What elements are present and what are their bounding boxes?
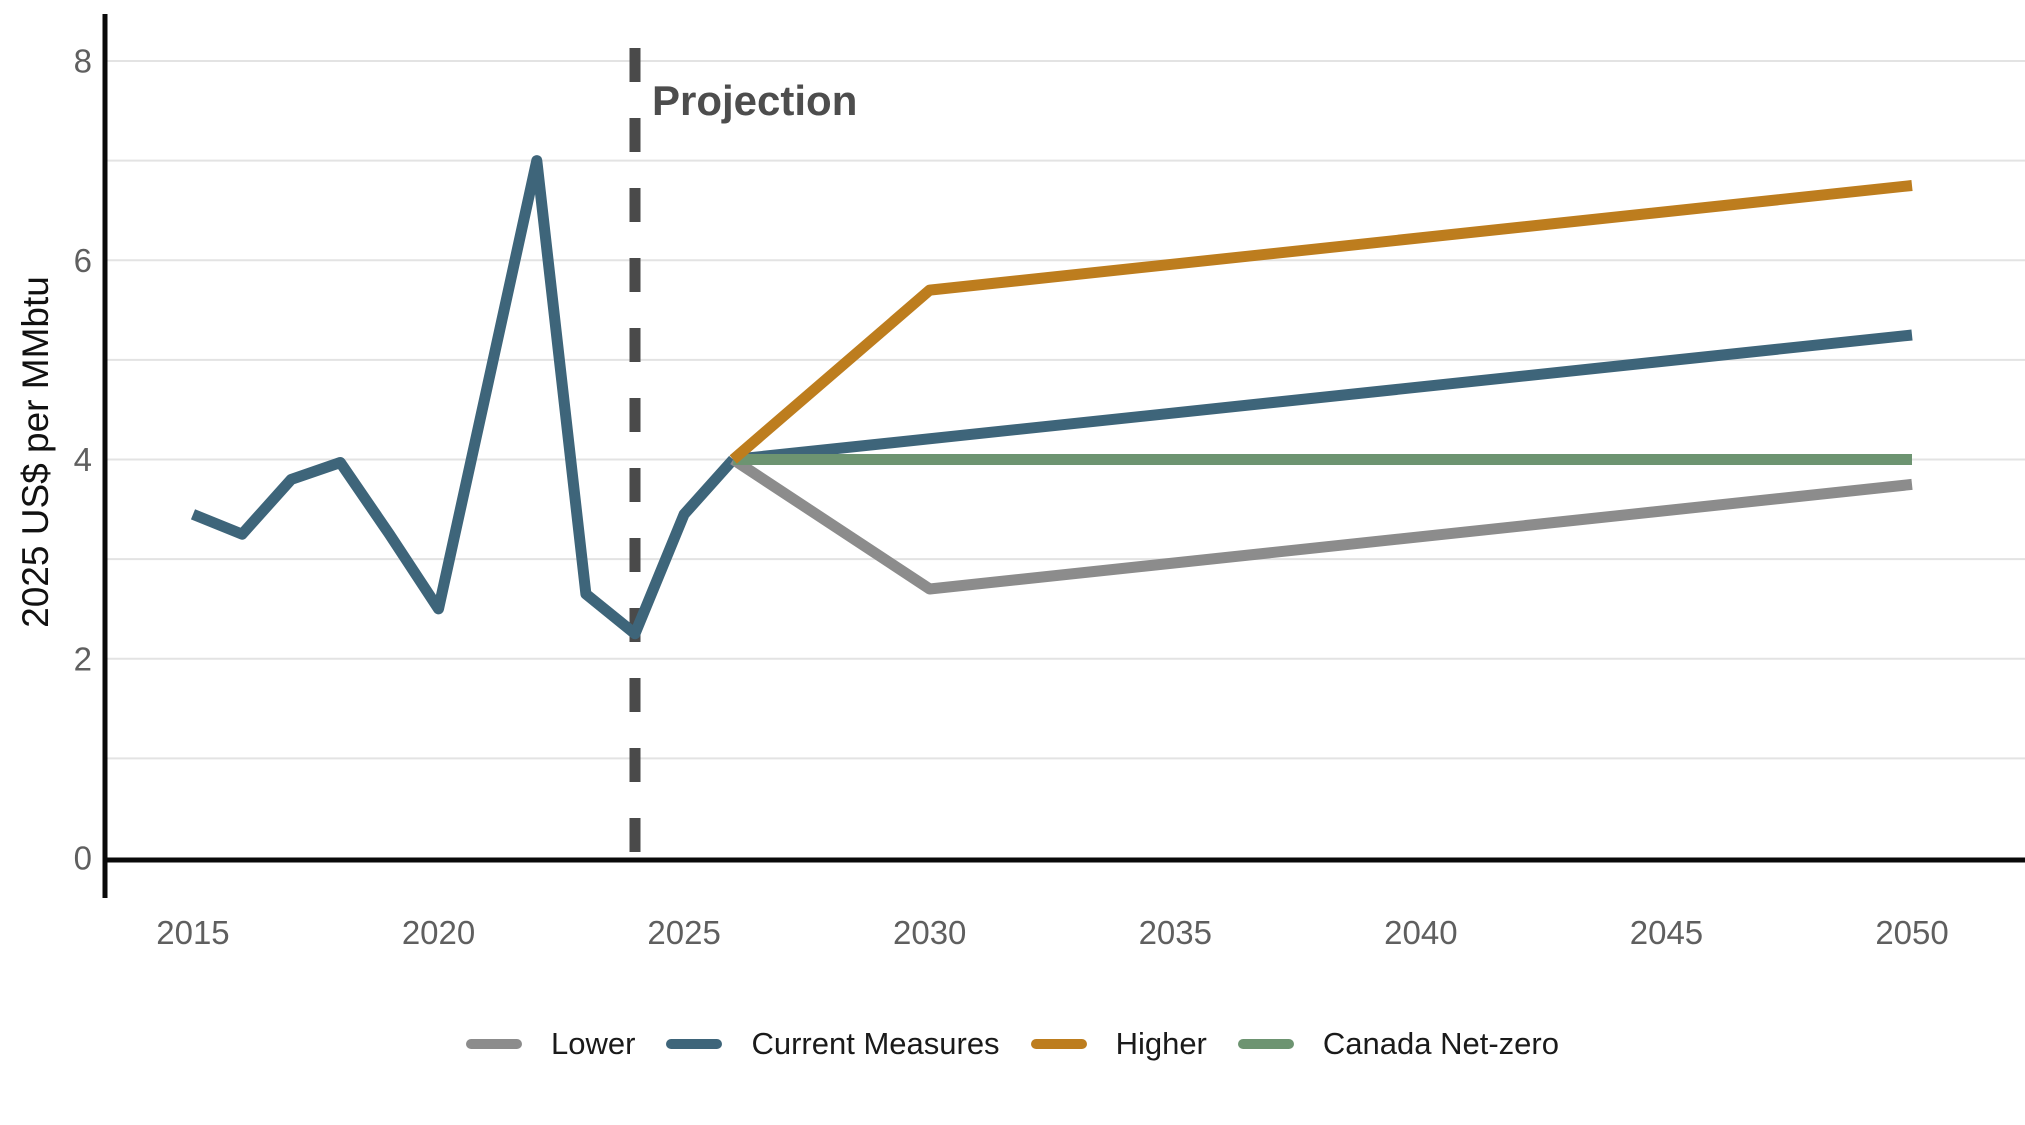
y-tick-label-8: 8 [74, 43, 92, 80]
y-tick-label-0: 0 [74, 840, 92, 877]
legend-item-higher: Higher [1030, 1026, 1207, 1062]
series-line-lower [730, 454, 1913, 595]
legend-item-lower: Lower [466, 1026, 635, 1062]
legend-item-canada-net-zero: Canada Net-zero [1237, 1026, 1559, 1062]
legend-label-lower: Lower [551, 1026, 636, 1061]
legend-swatch-current-measures [666, 1039, 723, 1049]
legend-swatch-canada-net-zero [1237, 1039, 1294, 1049]
x-tick-label-2040: 2040 [1384, 914, 1457, 951]
x-tick-label-2030: 2030 [893, 914, 966, 951]
legend: Lower Current Measures Higher Canada Net-ze… [0, 1026, 2025, 1062]
x-tick-label-2025: 2025 [647, 914, 720, 951]
legend-item-current-measures: Current Measures [666, 1026, 1000, 1062]
x-tick-label-2045: 2045 [1630, 914, 1703, 951]
series-line-historical [190, 155, 738, 640]
legend-label-higher: Higher [1115, 1026, 1207, 1061]
x-tick-label-2035: 2035 [1139, 914, 1212, 951]
legend-label-canada-net-zero: Canada Net-zero [1322, 1026, 1559, 1061]
y-tick-label-4: 4 [74, 441, 92, 478]
y-axis-line [102, 14, 108, 898]
legend-label-current-measures: Current Measures [751, 1026, 1000, 1061]
series-line-higher [729, 180, 1913, 464]
x-tick-label-2015: 2015 [156, 914, 229, 951]
x-tick-label-2050: 2050 [1875, 914, 1948, 951]
y-axis-title: 2025 US$ per MMbtu [15, 276, 56, 628]
projection-label: Projection [652, 77, 858, 124]
x-tick-label-2020: 2020 [402, 914, 475, 951]
y-tick-label-2: 2 [74, 640, 92, 677]
y-tick-label-6: 6 [74, 242, 92, 279]
legend-swatch-higher [1030, 1039, 1087, 1049]
legend-swatch-lower [466, 1039, 523, 1049]
series-line-current-measures [732, 329, 1913, 465]
x-axis-line [103, 857, 2025, 863]
